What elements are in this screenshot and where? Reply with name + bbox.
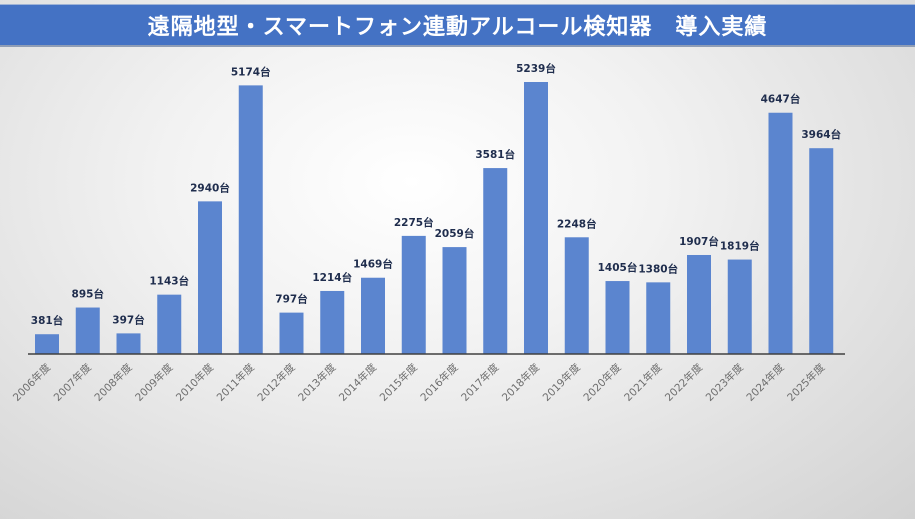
x-tick-label: 2009年度 (132, 361, 175, 404)
bar-2024年度 (768, 112, 793, 355)
bar-2022年度 (687, 254, 711, 354)
data-label: 3964台 (801, 128, 841, 141)
data-label: 2059台 (435, 227, 475, 240)
data-label: 2275台 (394, 216, 434, 229)
bar-2010年度 (198, 201, 222, 354)
x-tick-label: 2013年度 (295, 361, 338, 404)
data-label: 1907台 (679, 235, 719, 248)
chart-title-bar: 遠隔地型・スマートフォン連動アルコール検知器 導入実績 (0, 4, 915, 47)
bar-2017年度 (483, 168, 508, 354)
x-tick-label: 2023年度 (703, 361, 746, 404)
data-label: 1143台 (149, 275, 189, 288)
bar-2011年度 (238, 85, 263, 354)
data-label: 2248台 (557, 217, 597, 230)
chart-title: 遠隔地型・スマートフォン連動アルコール検知器 導入実績 (147, 15, 768, 40)
bar-2025年度 (809, 148, 834, 354)
data-label: 1405台 (598, 261, 638, 274)
x-tick-label: 2025年度 (784, 361, 827, 404)
data-label: 2940台 (190, 181, 230, 194)
bar-2020年度 (605, 281, 630, 354)
x-tick-label: 2010年度 (173, 361, 216, 404)
data-label: 5239台 (516, 62, 556, 75)
data-label: 1819台 (720, 240, 760, 253)
x-tick-label: 2018年度 (499, 361, 542, 404)
data-label: 1214台 (312, 271, 352, 284)
x-tick-label: 2008年度 (92, 361, 135, 404)
x-tick-label: 2021年度 (621, 361, 664, 404)
data-label: 381台 (31, 314, 63, 327)
bar-2019年度 (564, 237, 589, 354)
data-label: 895台 (72, 288, 104, 301)
bar-2014年度 (361, 277, 385, 354)
data-label: 1469台 (353, 258, 393, 271)
bar-2008年度 (116, 333, 141, 354)
data-label: 397台 (112, 313, 144, 326)
data-label: 797台 (275, 293, 307, 306)
bar-2013年度 (320, 290, 345, 354)
x-tick-label: 2020年度 (581, 361, 624, 404)
x-tick-label: 2016年度 (418, 361, 461, 404)
bar-2015年度 (401, 235, 426, 354)
x-tick-label: 2006年度 (10, 361, 53, 404)
bar-2023年度 (727, 259, 752, 354)
bar-2007年度 (75, 307, 100, 354)
bar-2016年度 (442, 247, 467, 354)
x-tick-label: 2007年度 (51, 361, 94, 404)
x-tick-label: 2017年度 (458, 361, 501, 404)
x-tick-label: 2011年度 (214, 361, 257, 404)
bar-2021年度 (646, 282, 671, 354)
data-label: 4647台 (761, 93, 801, 106)
bar-2006年度 (35, 334, 59, 354)
data-label: 1380台 (638, 262, 678, 275)
bar-2018年度 (524, 82, 548, 354)
data-label: 3581台 (475, 148, 515, 161)
bar-2009年度 (157, 294, 182, 354)
x-tick-label: 2022年度 (662, 361, 705, 404)
x-tick-label: 2024年度 (744, 361, 787, 404)
x-tick-label: 2014年度 (336, 361, 379, 404)
x-tick-label: 2015年度 (377, 361, 420, 404)
x-tick-label: 2012年度 (255, 361, 298, 404)
bar-2012年度 (279, 312, 304, 354)
x-tick-label: 2019年度 (540, 361, 583, 404)
data-label: 5174台 (231, 65, 271, 78)
